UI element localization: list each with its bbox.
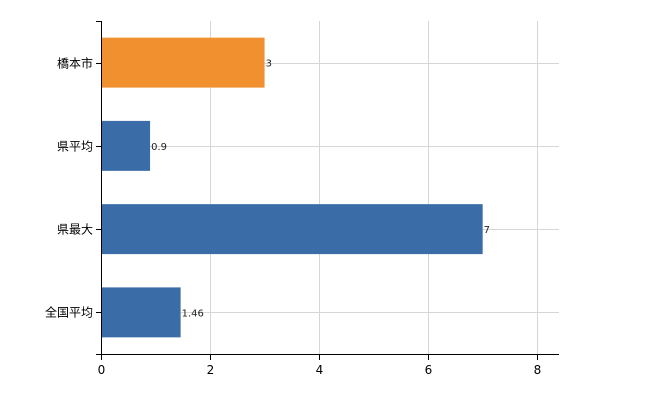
data-label: 3: [266, 59, 272, 70]
x-tick-label: 4: [316, 363, 324, 377]
category-label: 県最大: [57, 223, 93, 237]
bar: [101, 204, 483, 255]
data-label: 7: [484, 225, 490, 236]
axis-layer: [96, 21, 559, 360]
bar: [101, 287, 181, 338]
category-label: 橋本市: [57, 56, 93, 71]
bar: [101, 37, 265, 88]
x-tick-label: 8: [534, 363, 542, 377]
x-tick-label: 2: [207, 363, 215, 377]
bar: [101, 120, 151, 171]
category-label: 全国平均: [45, 305, 93, 320]
data-label: 1.46: [182, 308, 204, 319]
x-tick-label: 6: [425, 363, 433, 377]
data-label: 0.9: [151, 142, 167, 153]
category-label: 県平均: [57, 140, 93, 154]
x-tick-label: 0: [98, 363, 106, 377]
bar-layer: [101, 37, 483, 338]
